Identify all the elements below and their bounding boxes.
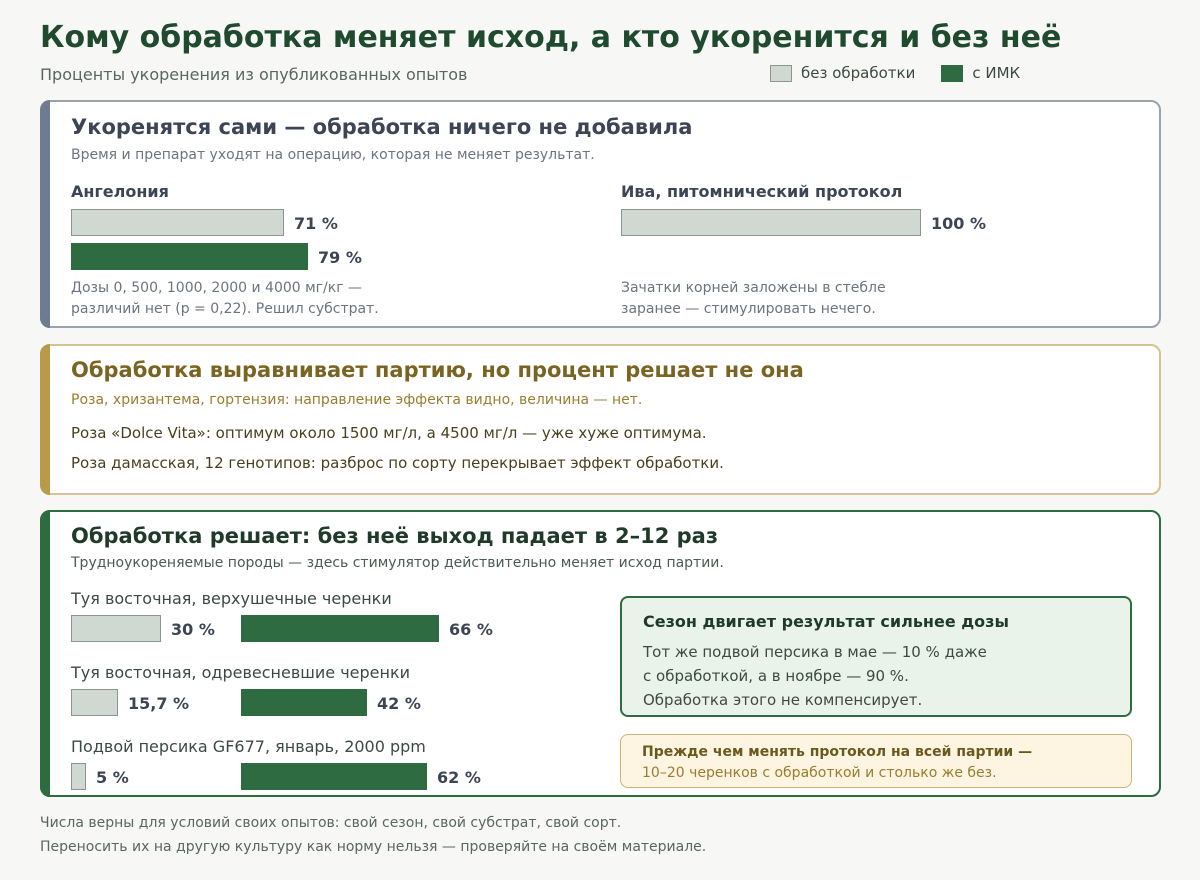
section-evens-batch: Обработка выравнивает партию, но процент… [40,344,1161,495]
page-subtitle: Проценты укоренения из опубликованных оп… [40,65,468,84]
bar-angelonia-base [71,209,284,236]
section-subheading: Роза, хризантема, гортензия: направление… [71,392,643,408]
section-subheading: Трудноукореняемые породы — здесь стимуля… [71,555,724,571]
bar-thuja-apical-base [71,615,161,642]
season-callout-line-2: с обработкой, а в ноябре — 90 %. [643,667,909,685]
protocol-tip-callout: Прежде чем менять протокол на всей парти… [620,734,1132,788]
section-accent-strip [40,344,50,495]
legend-label-base: без обработки [801,64,916,82]
bar-peach-base [71,763,86,790]
bar-thuja-woody-treated [241,689,367,716]
bar-peach-treated [241,763,427,790]
value-label-peach-treated: 62 % [437,768,481,787]
section-heading: Обработка выравнивает партию, но процент… [71,358,804,382]
rose-dolce-vita-line: Роза «Dolce Vita»: оптимум около 1500 мг… [71,424,707,442]
legend-label-treated: с ИМК [972,64,1021,82]
section-self-rooting: Укоренятся сами — обработка ничего не до… [40,100,1161,328]
value-label-angelonia-base: 71 % [294,214,338,233]
section-accent-strip [40,510,50,797]
season-callout-line-3: Обработка этого не компенсирует. [643,691,923,709]
value-label-thuja-apical-treated: 66 % [449,620,493,639]
season-callout-title: Сезон двигает результат сильнее дозы [643,612,1009,631]
crop-name-thuja-woody: Туя восточная, одревесневшие черенки [71,663,411,682]
legend-swatch-base [770,64,792,82]
value-label-thuja-woody-treated: 42 % [377,694,421,713]
footer-note-1: Числа верны для условий своих опытов: св… [40,815,622,831]
section-accent-strip [40,100,50,328]
section-treatment-decides: Обработка решает: без неё выход падает в… [40,510,1161,797]
legend: без обработки с ИМК [770,64,1020,82]
tip-line-1: Прежде чем менять протокол на всей парти… [642,744,1033,760]
legend-swatch-treated [941,64,964,82]
value-label-peach-base: 5 % [96,768,129,787]
season-callout: Сезон двигает результат сильнее дозы Тот… [620,596,1132,717]
crop-name-willow: Ива, питомнический протокол [621,182,903,201]
footer-note-2: Переносить их на другую культуру как нор… [40,839,707,855]
rose-damask-line: Роза дамасская, 12 генотипов: разброс по… [71,454,724,472]
bar-thuja-apical-treated [241,615,439,642]
section-subheading: Время и препарат уходят на операцию, кот… [71,147,595,163]
value-label-thuja-apical-base: 30 % [171,620,215,639]
section-heading: Укоренятся сами — обработка ничего не до… [71,115,693,139]
season-callout-line-1: Тот же подвой персика в мае — 10 % даже [643,643,987,661]
note-angelonia-1: Дозы 0, 500, 1000, 2000 и 4000 мг/кг — [71,280,363,296]
note-willow-1: Зачатки корней заложены в стебле [621,280,886,296]
section-heading: Обработка решает: без неё выход падает в… [71,524,719,548]
page-title: Кому обработка меняет исход, а кто укоре… [40,20,1062,55]
note-angelonia-2: различий нет (p = 0,22). Решил субстрат. [71,301,379,317]
crop-name-peach-gf677: Подвой персика GF677, январь, 2000 ppm [71,737,426,756]
bar-thuja-woody-base [71,689,118,716]
value-label-angelonia-treated: 79 % [318,248,362,267]
tip-line-2: 10–20 черенков с обработкой и столько же… [642,765,997,781]
bar-willow-base [621,209,921,236]
value-label-willow-base: 100 % [931,214,986,233]
note-willow-2: заранее — стимулировать нечего. [621,301,876,317]
bar-angelonia-treated [71,243,308,270]
crop-name-thuja-apical: Туя восточная, верхушечные черенки [71,589,392,608]
value-label-thuja-woody-base: 15,7 % [128,694,190,713]
crop-name-angelonia: Ангелония [71,182,169,201]
